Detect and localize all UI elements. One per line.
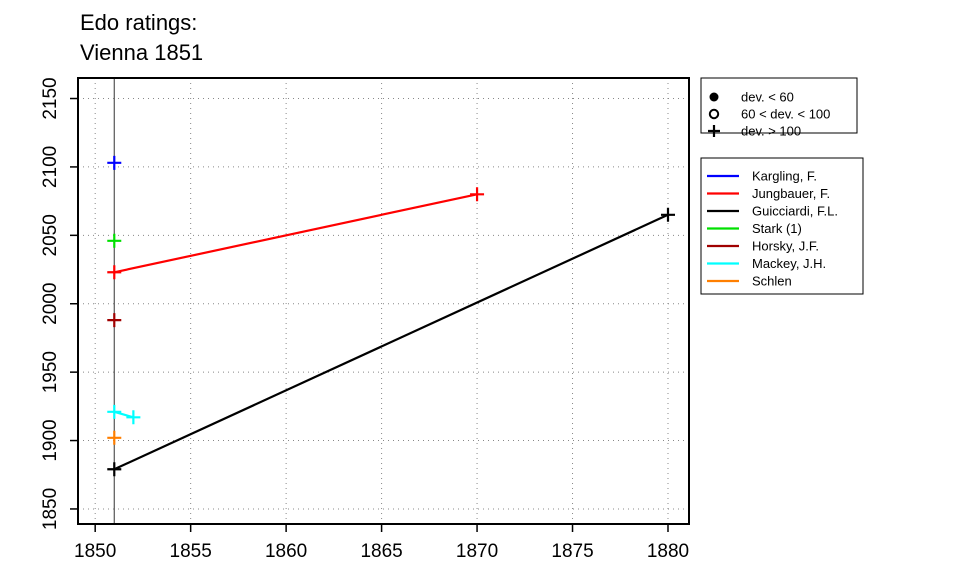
data-point [107,462,122,477]
legend-series-label: Mackey, J.H. [752,256,826,271]
data-point [107,430,122,445]
series-group [107,404,141,425]
x-tick-label: 1875 [551,541,593,562]
plot-frame [77,77,690,525]
data-point [107,404,122,419]
axis-layer: 1850 1855 1860 1865 1870 1875 1880 1850 1900 1950… [40,77,689,562]
legend-symbol-plus [708,125,720,137]
symbol-legend-box [700,77,858,134]
series-legend: Kargling, F. Jungbauer, F. Guicciardi, F.L… [700,157,864,295]
series-line [113,213,669,471]
series-group [107,233,122,248]
legend-symbol-label: dev. > 100 [741,124,801,139]
legend-series-label: Guicciardi, F.L. [752,204,838,219]
data-point [107,155,122,170]
data-point [470,187,485,202]
legend-series-label: Kargling, F. [752,169,817,184]
legend-series-label: Stark (1) [752,221,802,236]
legend-series-label: Jungbauer, F. [752,186,830,201]
y-tick-label: 1950 [40,351,61,393]
series-group [107,313,122,328]
y-tick-label: 1900 [40,419,61,461]
x-tick-label: 1860 [265,541,307,562]
y-tick-label: 2100 [40,146,61,188]
series-line [114,193,478,274]
series-group [107,430,122,445]
data-point [107,265,122,280]
y-tick-label: 2000 [40,283,61,325]
series-group [107,155,122,170]
legend-series-label: Schlen [752,274,792,289]
data-point [660,207,675,222]
data-point [107,313,122,328]
legend-symbol-label: 60 < dev. < 100 [741,107,830,122]
x-tick-label: 1855 [170,541,212,562]
y-tick-label: 2150 [40,77,61,119]
symbol-legend: dev. < 60 60 < dev. < 100 dev. > 100 [700,77,858,139]
x-tick-label: 1880 [647,541,689,562]
legend-symbol-open-circle [708,108,720,120]
chart-title: Edo ratings: [80,10,197,35]
grid-layer [78,78,689,524]
series-layer [107,155,675,477]
y-tick-label: 2050 [40,214,61,256]
legend-symbol-filled-circle [709,92,719,102]
legend-series-label: Horsky, J.F. [752,239,819,254]
x-tick-label: 1850 [74,541,116,562]
x-tick-label: 1865 [360,541,402,562]
y-tick-label: 1850 [40,488,61,530]
legend-symbol-label: dev. < 60 [741,90,794,105]
series-group [107,207,675,477]
x-tick-label: 1870 [456,541,498,562]
data-point [126,410,141,425]
series-legend-box [700,157,864,295]
chart-subtitle: Vienna 1851 [80,40,203,65]
data-point [107,233,122,248]
series-group [107,187,485,280]
